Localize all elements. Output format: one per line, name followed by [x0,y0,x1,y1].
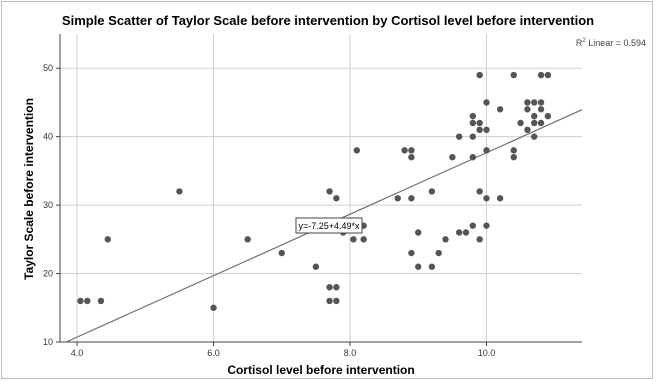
data-point [415,229,422,236]
gridlines [60,34,582,342]
data-point [510,154,517,161]
r2-value: Linear = 0.594 [588,38,646,48]
axes [56,34,582,346]
data-point [449,154,456,161]
data-point [401,147,408,154]
data-point [462,229,470,236]
data-point [476,119,483,127]
data-point [278,249,285,257]
data-point [544,71,552,79]
data-point [537,119,545,127]
data-point [442,236,449,243]
equation-group: y=-7.25+4.49*x [295,217,363,234]
data-point [104,236,111,243]
data-point [469,133,477,140]
data-point [326,188,333,195]
data-point [415,263,422,270]
data-point [469,119,477,127]
data-point [394,195,401,202]
data-point [408,154,415,161]
data-point [476,236,483,243]
data-point [333,195,340,202]
x-tick-label: 10.0 [478,348,496,358]
data-point [476,126,483,134]
data-point [510,71,517,79]
equation-label: y=-7.25+4.49*x [298,221,360,231]
y-tick-label: 50 [43,63,53,73]
data-point [537,71,545,79]
data-point [537,99,545,106]
data-point [326,284,333,291]
data-point [455,133,463,140]
data-point [469,154,477,161]
data-point [435,249,442,257]
data-point [333,297,340,305]
data-point [176,188,183,195]
y-tick-label: 30 [43,200,53,210]
data-point [408,249,415,257]
data-point [531,112,538,120]
data-point [469,112,477,120]
equation-box [295,217,363,234]
data-point [496,106,504,113]
data-point [510,147,517,154]
data-point [244,236,251,243]
data-point [517,119,524,127]
data-point [350,236,357,243]
data-point [476,188,483,195]
data-point [531,99,538,106]
x-tick-label: 8.0 [344,348,357,358]
x-axis-label: Cortisol level before intervention [227,363,415,377]
tick-labels: 4.0 6.0 8.0 10.0 10 20 30 40 50 [43,63,495,358]
r2-superscript: 2 [582,38,586,44]
data-point [312,263,320,270]
r2-prefix: R [575,38,583,48]
data-point [483,126,490,134]
data-point [97,297,105,305]
data-point [524,99,531,106]
data-point [531,119,538,127]
y-tick-label: 20 [43,269,53,279]
data-point [531,133,538,140]
data-point [84,297,91,305]
y-tick-label: 10 [43,337,53,347]
data-point [326,297,333,305]
data-point [455,229,463,236]
data-point [483,195,490,202]
data-point [353,147,361,154]
data-point [408,147,415,154]
y-tick-label: 40 [43,132,53,142]
data-point [496,195,504,202]
chart-title: Simple Scatter of Taylor Scale before in… [61,13,595,28]
x-tick-label: 6.0 [207,348,220,358]
data-point [408,195,415,202]
r2-label: R2 Linear = 0.594 [576,38,646,48]
data-point [544,112,552,120]
data-point [469,222,477,229]
data-point [524,126,531,134]
data-point [483,222,490,229]
data-point [210,304,217,311]
data-point [483,147,490,154]
data-point [537,106,545,113]
data-point [77,297,84,305]
data-point [360,236,367,243]
data-point [476,71,483,79]
data-point [428,263,436,270]
x-tick-label: 4.0 [71,348,84,358]
data-points [77,71,552,311]
data-point [428,188,436,195]
data-point [483,99,490,106]
data-point [524,106,531,113]
data-point [333,284,340,291]
